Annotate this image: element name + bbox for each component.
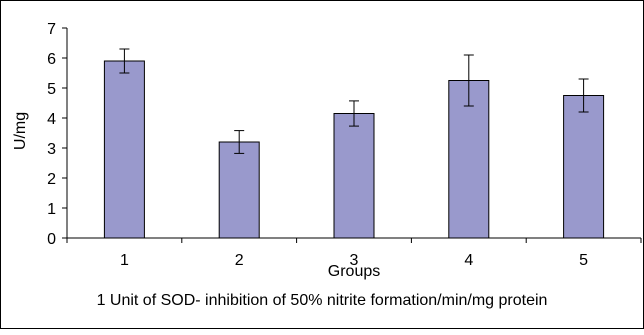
x-tick-label: 1	[120, 252, 129, 269]
y-axis-label: U/mg	[12, 112, 29, 150]
bars	[103, 48, 605, 239]
x-tick-label: 2	[235, 252, 244, 269]
y-tick-label: 7	[47, 21, 56, 38]
bar	[218, 141, 260, 239]
y-tick-label: 6	[47, 51, 56, 68]
chart-caption: 1 Unit of SOD- inhibition of 50% nitrite…	[96, 292, 548, 309]
bar	[103, 60, 145, 239]
x-axis-label: Groups	[328, 263, 380, 280]
y-tick-label: 3	[47, 141, 56, 158]
y-tick-label: 2	[47, 171, 56, 188]
y-tick-label: 1	[47, 201, 56, 218]
y-tick-label: 0	[47, 231, 56, 248]
y-axis: 0 1 2 3 4 5 6 7	[47, 21, 68, 248]
y-tick-label: 4	[47, 111, 56, 128]
x-tick-label: 5	[579, 252, 588, 269]
x-tick-label: 3	[350, 252, 359, 269]
bar	[333, 113, 375, 239]
bar	[563, 95, 605, 239]
y-tick-label: 5	[47, 81, 56, 98]
x-tick-label: 4	[464, 252, 473, 269]
